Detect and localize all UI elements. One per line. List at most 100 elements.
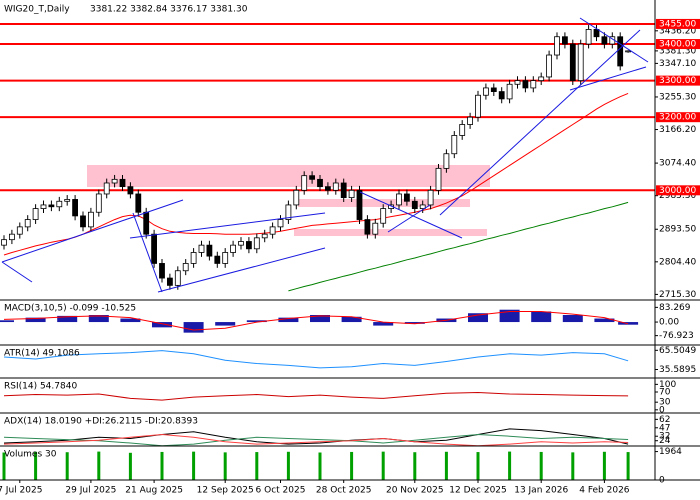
y-tick-label: 100 [659,380,676,390]
x-tick-label: 29 Jul 2025 [65,486,116,496]
y-tick-label: 0 [659,405,665,415]
candle-body [293,189,300,206]
candle-body [506,83,513,100]
candle-body [103,182,110,195]
candle-body [206,244,213,257]
candle-body [443,153,450,169]
y-tick-label: 3436.20 [659,26,696,36]
candle-body [482,87,489,96]
volume-bar [160,451,164,480]
volume-bar [626,452,630,480]
volume-bar [539,451,543,480]
candle-body [88,211,94,228]
histogram-bar [278,317,299,323]
histogram-bar [404,322,425,324]
level-label: 3455.00 [659,19,696,29]
y-tick-label: 62 [659,415,670,425]
histogram-bar [0,320,14,323]
candle-body [562,36,568,45]
candle-body [317,178,323,188]
candle-body [396,193,402,206]
candle-body [625,50,631,53]
candle-body [111,178,118,184]
series-line [3,391,629,401]
volume-bar [2,452,6,480]
candle-body [245,241,252,250]
candle-body [332,182,339,191]
volume-bar [97,451,101,480]
series-line [3,92,629,256]
candle-body [198,244,205,253]
y-tick-label: 0 [659,476,665,486]
panel-title: RSI(14) 54.7840 [4,382,77,392]
trendline [387,204,431,233]
panel-title: Volumes 30 [4,450,57,460]
candle-body [40,204,47,209]
candle-body [435,167,442,191]
trendline [132,212,163,293]
candle-body [403,193,410,202]
trendline [1,261,33,283]
histogram-bar [57,315,78,323]
x-tick-label: 28 Oct 2025 [316,486,372,496]
y-tick-label: -76.923 [659,331,694,341]
candle-body [190,252,197,264]
level-label: 3300.00 [659,76,696,86]
panel-title: MACD(3,10,5) -0.099 -10.525 [4,304,136,314]
histogram-bar [120,318,141,323]
volume-bar [571,452,575,480]
x-tick-label: 12 Dec 2025 [449,486,507,496]
candle-body [159,263,165,279]
candle-body [364,219,371,235]
x-tick-label: 13 Jan 2026 [514,486,568,496]
candle-body [411,200,418,209]
candle-body [459,124,466,136]
candle-body [475,94,481,118]
level-label-bg [656,75,700,86]
volume-bar [413,452,417,480]
candle-body [380,208,387,224]
candle-body [324,186,331,191]
candle-body [585,29,592,45]
candle-body [253,237,260,250]
volume-bar [318,452,322,480]
y-tick-label: 32 [659,432,670,442]
y-tick-label: 2893.50 [659,225,696,235]
candle-body [56,200,63,208]
candle-body [135,193,142,213]
candle-body [214,255,221,264]
level-label-bg [656,112,700,123]
candle-body [419,204,426,209]
panel-title: ATR(14) 49.1086 [4,349,80,359]
histogram-bar [246,320,267,323]
candle-body [498,91,505,100]
candle-body [348,189,355,199]
level-label-bg [656,39,700,50]
volume-bar [192,451,196,480]
volume-bar [508,451,512,480]
y-tick-label: 3255.30 [659,92,696,102]
histogram-bar [341,316,362,323]
candle-body [269,226,276,235]
candle-body [427,189,434,206]
volume-bar [34,451,38,480]
trendline [579,17,649,63]
volume-bar [381,451,385,480]
histogram-bar [215,322,236,326]
y-tick-label: 3166.20 [659,125,696,135]
y-tick-label: 2715.30 [659,290,696,300]
series-line [3,428,629,445]
candle-body [277,219,284,228]
candle-body [617,36,624,67]
candle-body [309,175,316,180]
series-line [3,433,629,447]
candle-body [119,178,126,188]
volume-bar [476,452,480,480]
candle-body [72,199,78,217]
x-tick-label: 21 Aug 2025 [125,486,183,496]
y-tick-label: 2804.40 [659,257,696,267]
candle-body [32,208,39,220]
candle-body [530,80,537,89]
